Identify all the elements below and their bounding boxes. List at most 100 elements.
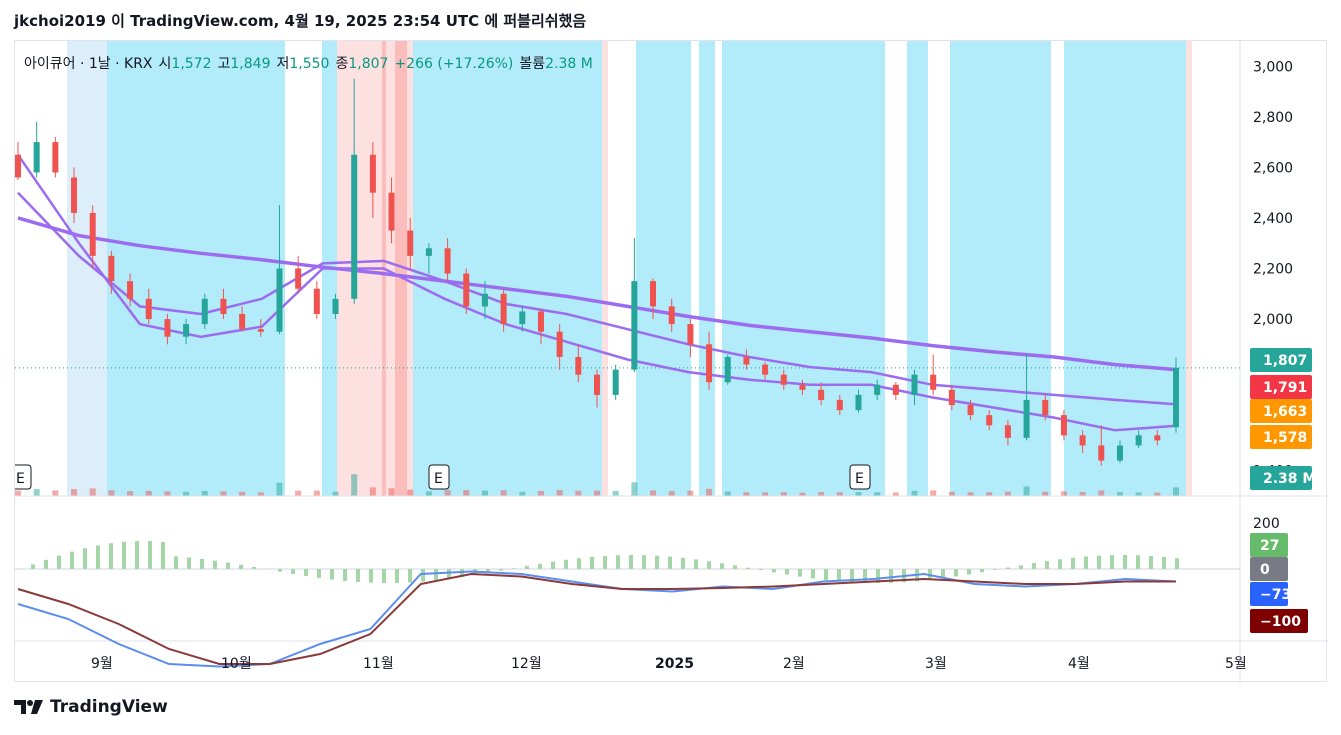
candle-body — [668, 306, 675, 325]
osc-histogram-bar — [512, 568, 516, 569]
candle — [930, 354, 937, 395]
candle-body — [1116, 445, 1123, 461]
osc-histogram-bar — [174, 556, 178, 569]
candle-body — [108, 255, 115, 282]
ohlc-legend: 아이큐어 · 1날 · KRX 시1,572 고1,849 저1,550 종1,… — [24, 53, 593, 73]
osc-histogram-bar — [447, 569, 451, 579]
volume-value: 2.38 M — [545, 56, 593, 72]
candle-body — [874, 384, 881, 395]
osc-histogram-bar — [304, 569, 308, 577]
volume-bar — [257, 492, 264, 496]
price-tick-label: 3,000 — [1253, 59, 1293, 75]
volume-bar — [1116, 492, 1123, 496]
candle-body — [631, 281, 638, 370]
price-label-badge: 1,807 — [1250, 348, 1312, 372]
candle — [351, 78, 358, 304]
cyan-zone — [1064, 41, 1186, 496]
ma-line — [17, 191, 1177, 406]
candle — [780, 369, 787, 390]
osc-histogram-bar — [122, 541, 126, 569]
osc-histogram-bar — [31, 564, 35, 569]
volume-bar — [52, 490, 59, 496]
candle — [500, 288, 507, 332]
volume-bar — [724, 491, 731, 496]
osc-histogram-bar — [1058, 559, 1062, 569]
candle-body — [556, 331, 563, 357]
candle — [911, 369, 918, 405]
candle-body — [201, 298, 208, 325]
price-label-bg — [1250, 348, 1312, 372]
tradingview-footer[interactable]: TradingView — [14, 697, 168, 717]
candle-body — [706, 344, 713, 383]
volume-bar — [351, 474, 358, 496]
pink-zone — [1186, 41, 1192, 496]
volume-bar — [612, 490, 619, 496]
volume-bar — [201, 490, 208, 496]
candle — [799, 379, 806, 395]
osc-histogram-bar — [759, 569, 763, 571]
osc-label-bg — [1250, 557, 1288, 581]
candle-body — [948, 389, 955, 405]
osc-histogram-bar — [499, 569, 503, 571]
symbol-label: 아이큐어 · 1날 · KRX — [24, 56, 153, 72]
candle — [556, 324, 563, 370]
osc-histogram-bar — [1032, 563, 1036, 569]
candle — [1154, 430, 1161, 446]
volume-bar — [762, 492, 769, 496]
candle — [276, 205, 283, 335]
candle — [444, 238, 451, 282]
low-value: 1,550 — [289, 56, 330, 72]
volume-bar — [575, 490, 582, 496]
time-tick-label: 9월 — [91, 656, 113, 672]
osc-histogram-bar — [876, 569, 880, 583]
time-tick-label: 12월 — [511, 656, 542, 672]
volume-bar — [500, 490, 507, 496]
cyan-zone — [907, 41, 928, 496]
osc-label-bg — [1250, 609, 1308, 633]
candle-body — [836, 399, 843, 411]
time-tick-label: 4월 — [1068, 656, 1090, 672]
osc-histogram-bar — [1045, 561, 1049, 569]
osc-label-badge: 27 — [1250, 533, 1288, 557]
candle — [762, 362, 769, 380]
cyan-zone — [950, 41, 1051, 496]
osc-label-bg — [1250, 533, 1288, 557]
macd-line — [17, 570, 1177, 668]
candle — [668, 298, 675, 332]
volume-bar — [1173, 487, 1179, 496]
candle-body — [481, 293, 488, 307]
high-label: 고 — [217, 56, 231, 72]
osc-histogram-bar — [486, 569, 490, 573]
volume-label: 볼륨 — [519, 56, 546, 72]
candle-body — [575, 356, 582, 375]
candle-body — [313, 288, 320, 314]
candle-body — [612, 369, 619, 395]
price-tick-label: 2,800 — [1253, 110, 1293, 126]
osc-histogram-bar — [1149, 555, 1153, 569]
candle — [519, 306, 526, 332]
price-label-text: 1,663 — [1263, 404, 1307, 420]
candle-body — [986, 415, 993, 426]
osc-label-text: 0 — [1260, 562, 1270, 578]
candle-body — [127, 281, 134, 299]
candle-body — [407, 230, 414, 256]
candle — [295, 255, 302, 294]
candle-body — [1135, 435, 1142, 446]
candle — [986, 410, 993, 431]
candle-body — [164, 319, 171, 337]
volume-bar — [556, 490, 563, 496]
volume-bar — [836, 492, 843, 496]
candle-body — [818, 389, 825, 400]
time-tick-label: 11월 — [363, 656, 394, 672]
candle — [1116, 440, 1123, 464]
osc-histogram-bar — [109, 543, 113, 569]
candle-body — [519, 311, 526, 325]
cyan-zone — [636, 41, 691, 496]
candle — [650, 278, 657, 320]
osc-histogram-bar — [148, 541, 152, 569]
osc-histogram-bar — [564, 559, 568, 569]
volume-bar — [127, 491, 134, 496]
price-chart[interactable]: 3,0002,8002,6002,4002,2002,0001,4002009월… — [10, 41, 1328, 683]
candle-body — [1173, 367, 1179, 428]
price-label-bg — [1250, 466, 1312, 490]
